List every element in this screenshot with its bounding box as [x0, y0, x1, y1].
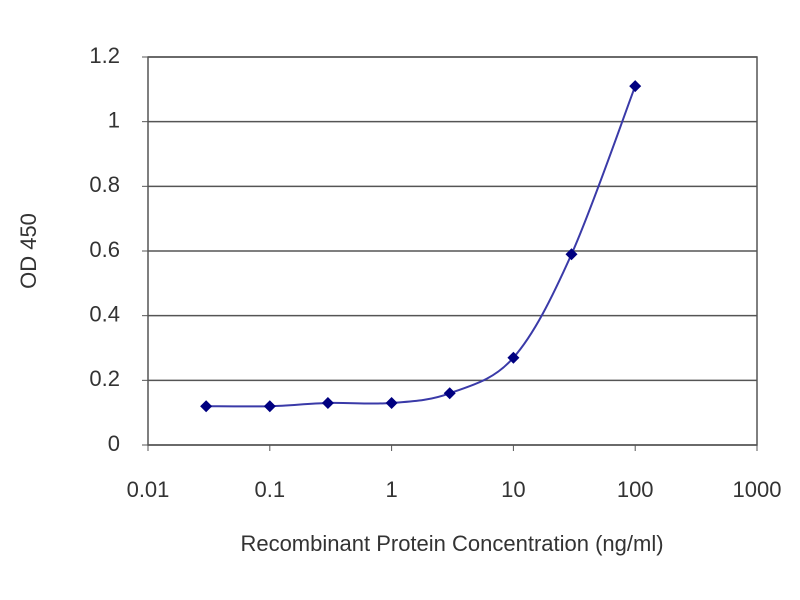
y-tick-label: 1 [108, 107, 120, 132]
data-point [507, 351, 520, 364]
y-axis-label: OD 450 [16, 213, 41, 289]
y-tick-label: 1.2 [89, 43, 120, 68]
y-tick-label: 0.2 [89, 366, 120, 391]
plot-frame [147, 56, 758, 446]
x-tick-label: 0.01 [127, 477, 170, 502]
data-line [206, 85, 637, 408]
y-tick-label: 0 [108, 431, 120, 456]
x-tick-label: 1 [385, 477, 397, 502]
y-tick-label: 0.4 [89, 301, 120, 326]
x-tick-label: 0.1 [255, 477, 286, 502]
x-tick-label: 1000 [733, 477, 782, 502]
x-tick-label: 10 [501, 477, 525, 502]
x-tick-label: 100 [617, 477, 654, 502]
y-tick-label: 0.8 [89, 172, 120, 197]
data-point [385, 396, 398, 409]
data-point [443, 387, 456, 400]
data-point [629, 80, 642, 93]
data-point [200, 400, 213, 413]
data-point [565, 248, 578, 261]
x-axis-label: Recombinant Protein Concentration (ng/ml… [240, 531, 663, 556]
y-tick-label: 0.6 [89, 237, 120, 262]
data-point [263, 400, 276, 413]
data-point [321, 396, 334, 409]
